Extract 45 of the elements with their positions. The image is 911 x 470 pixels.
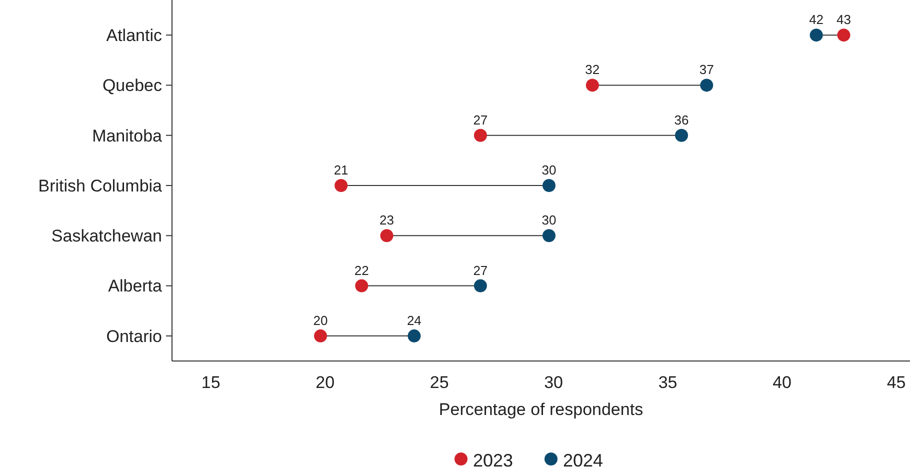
x-tick-label: 25 bbox=[430, 373, 449, 392]
data-label: 30 bbox=[542, 212, 556, 228]
point bbox=[355, 279, 368, 292]
y-tick-label: Ontario bbox=[106, 326, 162, 346]
data-label: 36 bbox=[674, 112, 689, 128]
data-label: 23 bbox=[380, 212, 394, 228]
x-tick-label: 15 bbox=[201, 373, 220, 392]
data-label: 27 bbox=[473, 112, 488, 128]
point bbox=[380, 229, 394, 242]
data-label: 22 bbox=[354, 262, 369, 278]
point bbox=[837, 28, 850, 42]
x-tick-label: 40 bbox=[772, 373, 792, 392]
point bbox=[675, 128, 688, 142]
data-label: 27 bbox=[473, 262, 488, 278]
x-tick-label: 30 bbox=[544, 373, 564, 392]
y-tick-label: Alberta bbox=[108, 276, 163, 296]
point bbox=[474, 279, 487, 292]
point bbox=[700, 78, 714, 92]
data-label: 21 bbox=[334, 162, 348, 178]
point bbox=[408, 329, 421, 342]
data-label: 30 bbox=[542, 162, 556, 178]
point bbox=[334, 179, 348, 192]
y-tick-label: Quebec bbox=[102, 76, 162, 96]
legend-label: 2024 bbox=[563, 450, 604, 470]
x-tick-label: 45 bbox=[886, 373, 906, 392]
point bbox=[314, 329, 328, 342]
data-label: 43 bbox=[836, 12, 851, 28]
data-label: 20 bbox=[313, 312, 328, 328]
data-label: 32 bbox=[585, 62, 600, 78]
data-label: 37 bbox=[699, 62, 714, 78]
point bbox=[810, 28, 823, 42]
y-tick-label: Atlantic bbox=[106, 26, 162, 46]
legend-label: 2023 bbox=[473, 450, 514, 470]
x-tick-label: 20 bbox=[316, 373, 335, 392]
x-axis-title: Percentage of respondents bbox=[438, 400, 644, 419]
point bbox=[542, 229, 556, 242]
data-label: 42 bbox=[809, 12, 824, 28]
x-tick-label: 35 bbox=[658, 373, 678, 392]
point bbox=[474, 128, 487, 142]
point bbox=[542, 179, 556, 192]
y-tick-label: British Columbia bbox=[38, 176, 163, 196]
point bbox=[586, 78, 599, 92]
data-label: 24 bbox=[406, 312, 422, 328]
y-tick-label: Manitoba bbox=[92, 126, 163, 146]
y-tick-label: Saskatchewan bbox=[51, 226, 162, 246]
